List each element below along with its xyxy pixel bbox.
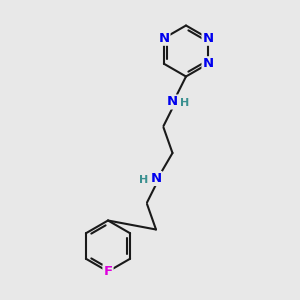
Text: H: H — [139, 175, 148, 185]
Text: N: N — [150, 172, 162, 185]
Text: N: N — [158, 32, 169, 45]
Text: H: H — [181, 98, 190, 109]
Text: N: N — [202, 57, 214, 70]
Text: F: F — [103, 265, 112, 278]
Text: N: N — [167, 95, 178, 109]
Text: N: N — [202, 32, 214, 45]
